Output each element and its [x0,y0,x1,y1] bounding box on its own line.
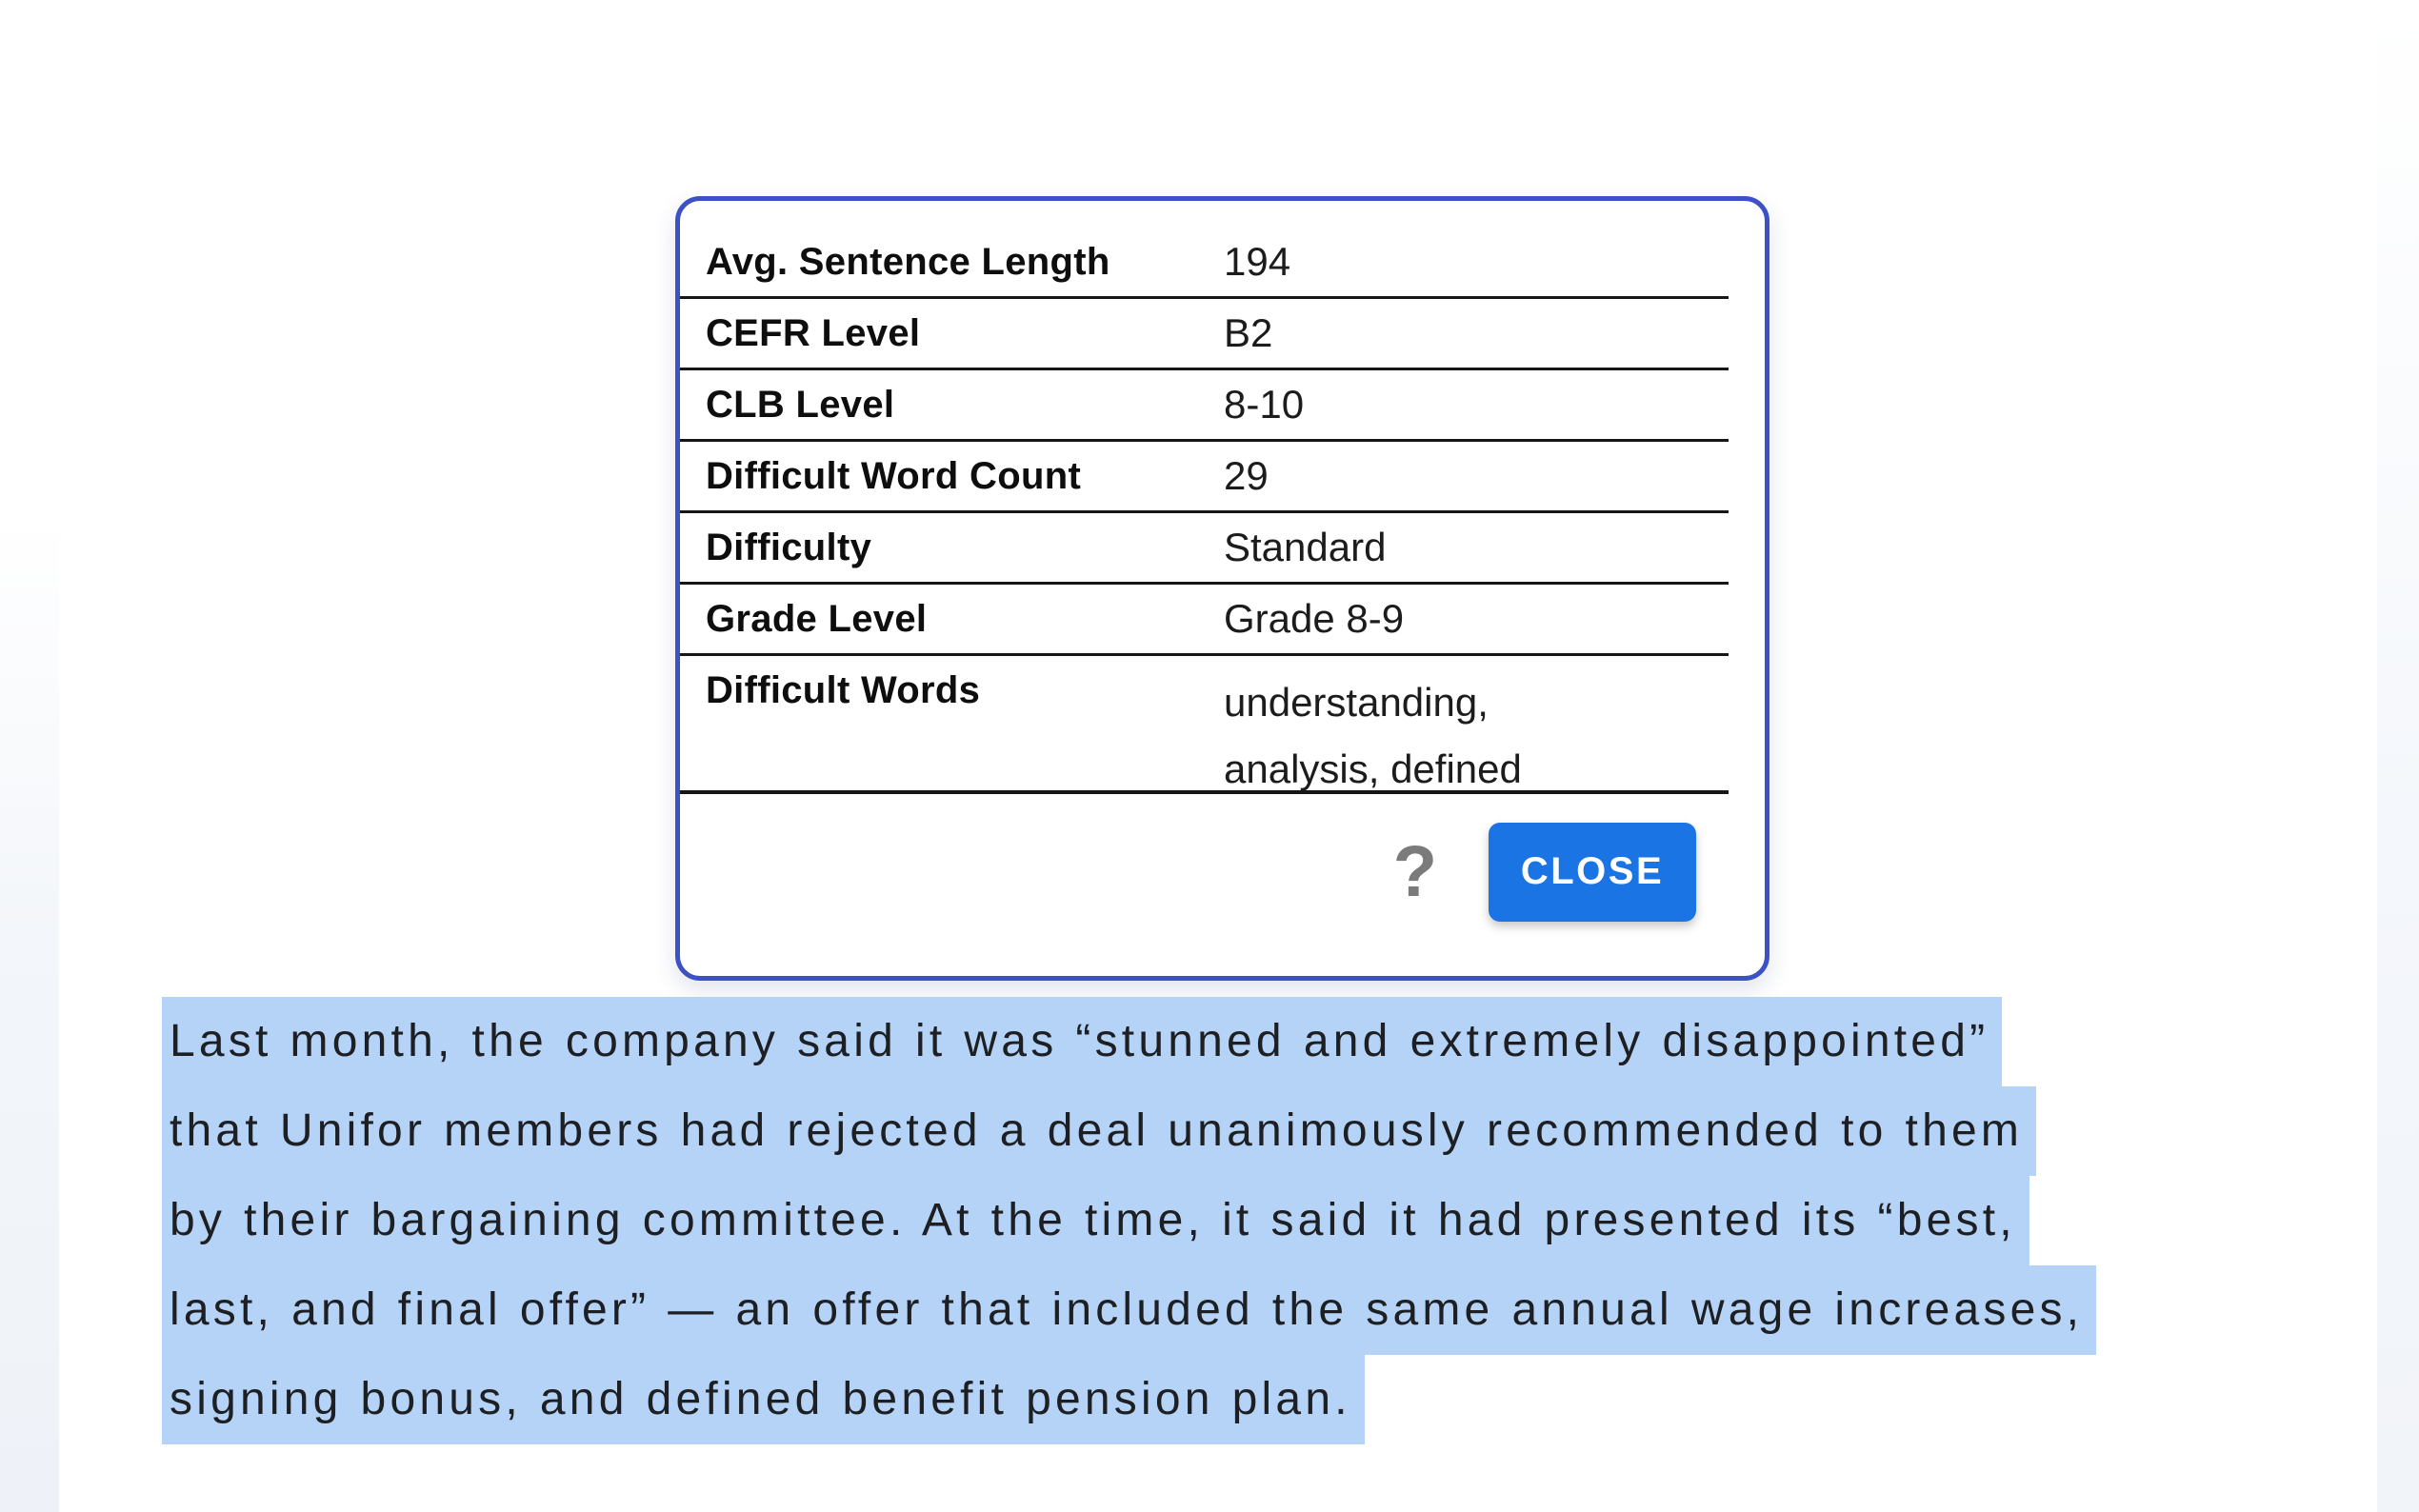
stat-value: 8-10 [1224,382,1305,427]
stat-label: CEFR Level [706,311,921,354]
stat-label: Difficult Word Count [706,454,1082,497]
stat-value: Grade 8-9 [1224,596,1405,641]
stat-value: understanding, analysis, defined [1224,680,1522,791]
stats-row: Grade Level Grade 8-9 [680,585,1729,656]
popup-footer: ? CLOSE [680,794,1729,976]
stat-value: 29 [1224,453,1269,498]
highlighted-text: last, and final offer” — an offer that i… [162,1265,2097,1355]
highlighted-text-line: signing bonus, and defined benefit pensi… [162,1355,2096,1444]
highlighted-text: that Unifor members had rejected a deal … [162,1086,2037,1176]
highlighted-text-line: Last month, the company said it was “stu… [162,997,2096,1086]
highlighted-text: Last month, the company said it was “stu… [162,997,2003,1086]
highlighted-text: by their bargaining committee. At the ti… [162,1176,2029,1265]
stats-row: Avg. Sentence Length 194 [680,228,1729,299]
stat-value: Standard [1224,525,1387,569]
stat-label: Grade Level [706,597,928,640]
stats-row: CEFR Level B2 [680,299,1729,370]
highlighted-text-line: by their bargaining committee. At the ti… [162,1176,2096,1265]
stat-label: CLB Level [706,383,895,426]
highlighted-text-line: last, and final offer” — an offer that i… [162,1265,2097,1355]
readability-stats-popup: Avg. Sentence Length 194 CEFR Level B2 C… [675,196,1769,981]
stat-value: 194 [1224,239,1291,284]
stats-row: Difficulty Standard [680,513,1729,585]
highlighted-text-line: that Unifor members had rejected a deal … [162,1086,2096,1176]
stats-row: Difficult Word Count 29 [680,442,1729,513]
page-edge-right [2377,0,2419,1512]
help-icon[interactable]: ? [1392,830,1437,912]
highlighted-text: signing bonus, and defined benefit pensi… [162,1355,1365,1444]
stat-value: B2 [1224,310,1273,355]
stats-row: CLB Level 8-10 [680,370,1729,442]
close-button[interactable]: CLOSE [1489,822,1696,922]
stat-label: Avg. Sentence Length [706,240,1110,283]
article-paragraph: Last month, the company said it was “stu… [162,997,2097,1444]
stats-table: Avg. Sentence Length 194 CEFR Level B2 C… [680,228,1729,794]
page-edge-left [0,0,59,1512]
stat-label: Difficult Words [706,669,981,711]
stat-label: Difficulty [706,526,872,568]
stats-row: Difficult Words understanding, analysis,… [680,656,1729,794]
